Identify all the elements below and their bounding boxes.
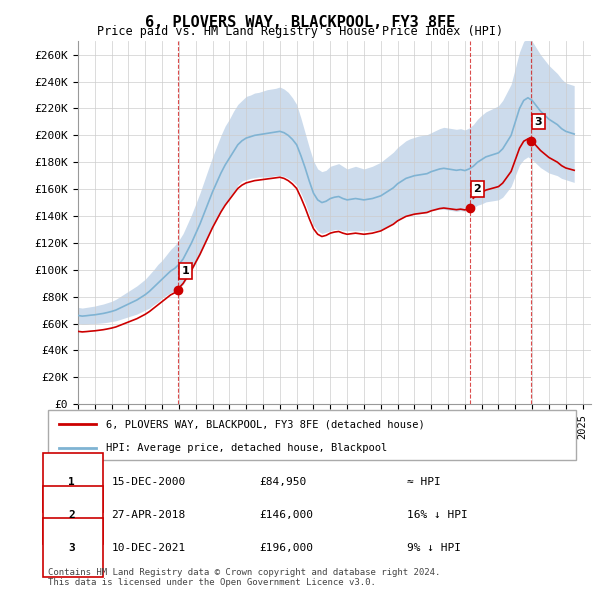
- Text: £146,000: £146,000: [259, 510, 313, 520]
- Text: 27-APR-2018: 27-APR-2018: [112, 510, 185, 520]
- Text: £196,000: £196,000: [259, 543, 313, 553]
- Text: HPI: Average price, detached house, Blackpool: HPI: Average price, detached house, Blac…: [106, 442, 388, 453]
- Text: 2: 2: [68, 510, 75, 520]
- Text: 15-DEC-2000: 15-DEC-2000: [112, 477, 185, 487]
- Text: Contains HM Land Registry data © Crown copyright and database right 2024.
This d: Contains HM Land Registry data © Crown c…: [48, 568, 440, 587]
- Text: 3: 3: [68, 543, 75, 553]
- Text: 6, PLOVERS WAY, BLACKPOOL, FY3 8FE (detached house): 6, PLOVERS WAY, BLACKPOOL, FY3 8FE (deta…: [106, 419, 425, 429]
- Text: 1: 1: [182, 266, 190, 276]
- Text: Price paid vs. HM Land Registry's House Price Index (HPI): Price paid vs. HM Land Registry's House …: [97, 25, 503, 38]
- Text: 6, PLOVERS WAY, BLACKPOOL, FY3 8FE: 6, PLOVERS WAY, BLACKPOOL, FY3 8FE: [145, 15, 455, 30]
- Text: 10-DEC-2021: 10-DEC-2021: [112, 543, 185, 553]
- Text: 16% ↓ HPI: 16% ↓ HPI: [407, 510, 468, 520]
- FancyBboxPatch shape: [43, 519, 103, 577]
- Text: 9% ↓ HPI: 9% ↓ HPI: [407, 543, 461, 553]
- FancyBboxPatch shape: [43, 486, 103, 545]
- Text: ≈ HPI: ≈ HPI: [407, 477, 441, 487]
- FancyBboxPatch shape: [43, 453, 103, 512]
- Text: 3: 3: [535, 117, 542, 127]
- Text: 2: 2: [473, 184, 481, 194]
- Text: £84,950: £84,950: [259, 477, 307, 487]
- Text: 1: 1: [68, 477, 75, 487]
- FancyBboxPatch shape: [48, 410, 576, 460]
